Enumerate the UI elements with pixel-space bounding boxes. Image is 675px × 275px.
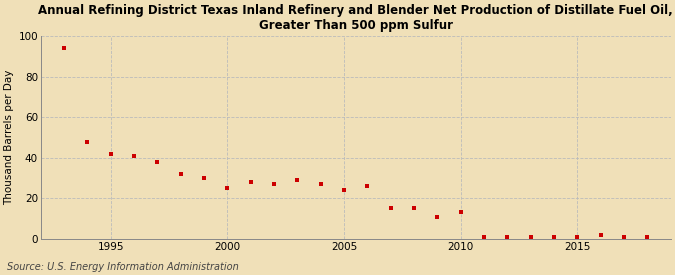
Point (619, 235, 630, 239)
Text: Source: U.S. Energy Information Administration: Source: U.S. Energy Information Administ… (7, 262, 238, 272)
Point (198, 176, 209, 180)
Point (595, 233, 606, 237)
Point (222, 186, 233, 190)
Point (105, 152, 116, 156)
Point (176, 172, 186, 176)
Point (549, 235, 560, 239)
Point (246, 180, 256, 184)
Point (572, 235, 583, 239)
Point (479, 235, 489, 239)
Point (409, 206, 420, 211)
Point (362, 184, 373, 188)
Point (642, 235, 653, 239)
Point (525, 235, 536, 239)
Point (385, 206, 396, 211)
Point (432, 214, 443, 219)
Point (292, 178, 303, 182)
Point (339, 188, 350, 192)
Y-axis label: Thousand Barrels per Day: Thousand Barrels per Day (4, 70, 14, 205)
Point (82, 139, 92, 144)
Point (152, 160, 163, 164)
Title: Annual Refining District Texas Inland Refinery and Blender Net Production of Dis: Annual Refining District Texas Inland Re… (38, 4, 673, 32)
Point (129, 153, 140, 158)
Point (59, 46, 70, 51)
Point (269, 182, 279, 186)
Point (315, 182, 326, 186)
Point (502, 235, 513, 239)
Point (456, 210, 466, 215)
